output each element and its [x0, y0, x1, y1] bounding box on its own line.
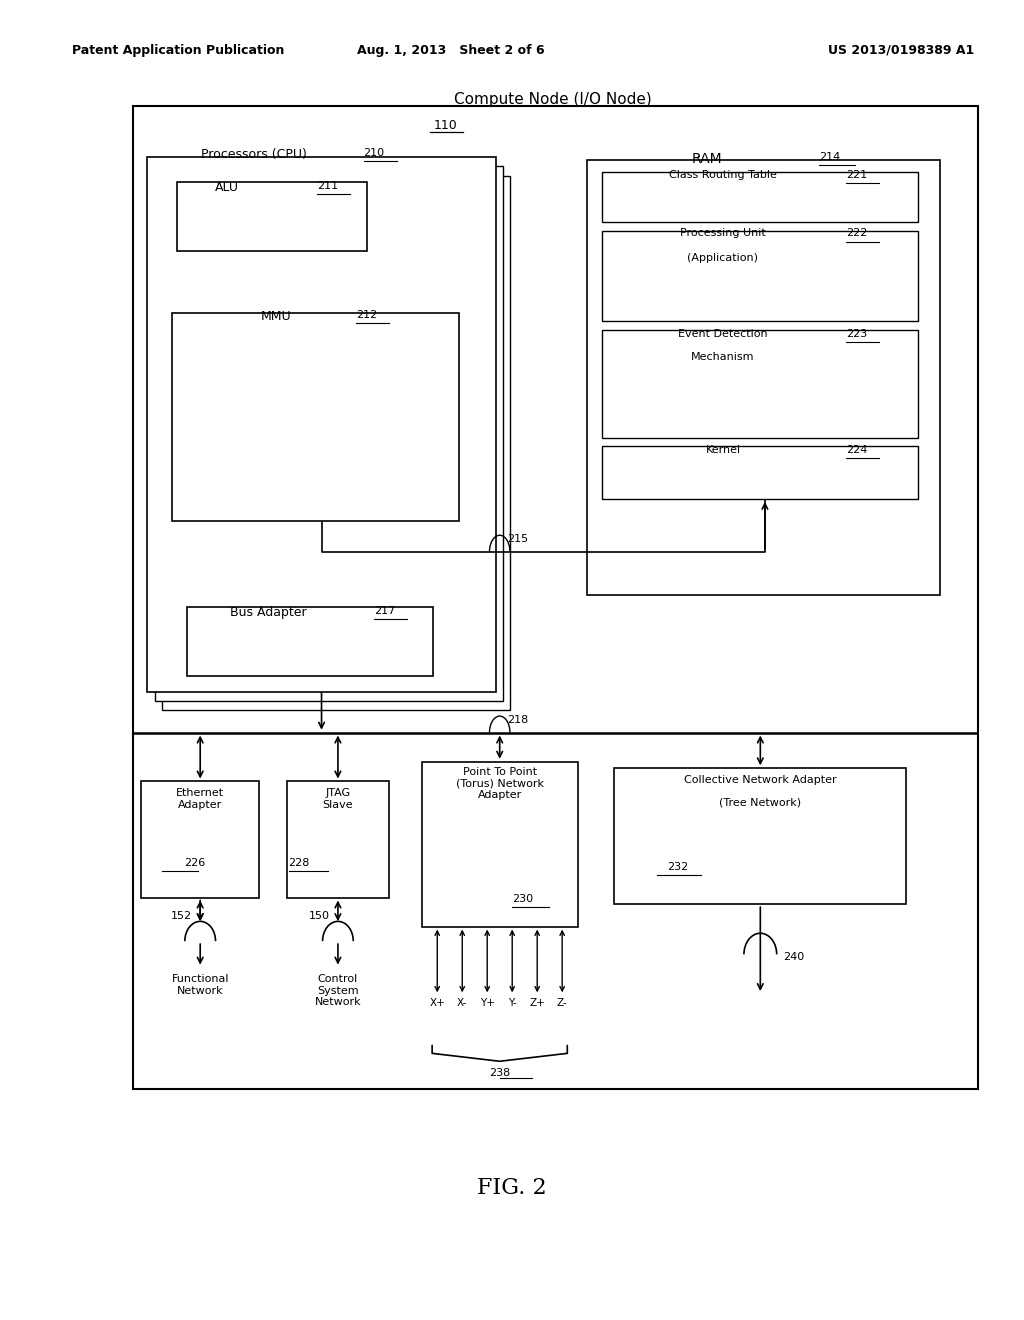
FancyBboxPatch shape	[141, 781, 259, 898]
Text: Processors (CPU): Processors (CPU)	[201, 148, 307, 161]
Text: Control
System
Network: Control System Network	[314, 974, 361, 1007]
FancyBboxPatch shape	[422, 762, 578, 927]
FancyBboxPatch shape	[155, 166, 503, 701]
Text: Collective Network Adapter: Collective Network Adapter	[684, 775, 837, 785]
FancyBboxPatch shape	[177, 182, 367, 251]
Text: Mechanism: Mechanism	[691, 352, 755, 363]
Text: Patent Application Publication: Patent Application Publication	[72, 44, 284, 57]
Text: 210: 210	[364, 148, 385, 158]
Text: 228: 228	[289, 858, 309, 869]
Text: 226: 226	[184, 858, 206, 869]
FancyBboxPatch shape	[614, 768, 906, 904]
Text: 238: 238	[489, 1068, 510, 1078]
FancyBboxPatch shape	[162, 176, 510, 710]
Text: 152: 152	[171, 911, 193, 921]
Text: ALU: ALU	[215, 181, 240, 194]
Text: US 2013/0198389 A1: US 2013/0198389 A1	[828, 44, 974, 57]
Text: Y-: Y-	[508, 998, 516, 1008]
Text: Kernel: Kernel	[706, 445, 740, 455]
Text: 221: 221	[846, 170, 867, 181]
FancyBboxPatch shape	[172, 313, 459, 521]
Text: RAM: RAM	[691, 152, 722, 166]
Text: 230: 230	[512, 894, 534, 904]
FancyBboxPatch shape	[187, 607, 433, 676]
Text: X-: X-	[457, 998, 467, 1008]
Text: JTAG
Slave: JTAG Slave	[323, 788, 353, 809]
Text: Y+: Y+	[480, 998, 495, 1008]
Text: (Application): (Application)	[687, 253, 759, 264]
Text: Aug. 1, 2013   Sheet 2 of 6: Aug. 1, 2013 Sheet 2 of 6	[356, 44, 545, 57]
Text: 224: 224	[846, 445, 867, 455]
Text: Bus Adapter: Bus Adapter	[230, 606, 306, 619]
FancyBboxPatch shape	[602, 446, 918, 499]
FancyBboxPatch shape	[602, 172, 918, 222]
FancyBboxPatch shape	[602, 231, 918, 321]
FancyBboxPatch shape	[287, 781, 389, 898]
Text: 215: 215	[507, 533, 528, 544]
Text: 214: 214	[819, 152, 841, 162]
Text: Point To Point
(Torus) Network
Adapter: Point To Point (Torus) Network Adapter	[456, 767, 544, 800]
Text: 223: 223	[846, 329, 867, 339]
Text: 240: 240	[782, 952, 804, 962]
FancyBboxPatch shape	[147, 157, 496, 692]
Text: Z+: Z+	[529, 998, 545, 1008]
FancyBboxPatch shape	[602, 330, 918, 438]
Text: 222: 222	[846, 228, 867, 239]
Text: 150: 150	[308, 911, 330, 921]
Text: MMU: MMU	[261, 310, 292, 323]
Text: Class Routing Table: Class Routing Table	[669, 170, 777, 181]
Text: 232: 232	[668, 862, 688, 873]
Text: Processing Unit: Processing Unit	[680, 228, 766, 239]
Text: 211: 211	[317, 181, 339, 191]
Text: Ethernet
Adapter: Ethernet Adapter	[176, 788, 224, 809]
Text: 217: 217	[374, 606, 395, 616]
Text: Z-: Z-	[557, 998, 567, 1008]
Text: 212: 212	[356, 310, 378, 321]
Text: Event Detection: Event Detection	[678, 329, 768, 339]
Text: X+: X+	[429, 998, 445, 1008]
Text: (Tree Network): (Tree Network)	[719, 797, 802, 808]
FancyBboxPatch shape	[587, 160, 940, 595]
Text: 110: 110	[433, 119, 458, 132]
Text: 218: 218	[507, 714, 528, 725]
Text: FIG. 2: FIG. 2	[477, 1177, 547, 1199]
FancyBboxPatch shape	[133, 106, 978, 1089]
Text: Functional
Network: Functional Network	[171, 974, 229, 995]
Text: Compute Node (I/O Node): Compute Node (I/O Node)	[454, 92, 652, 107]
